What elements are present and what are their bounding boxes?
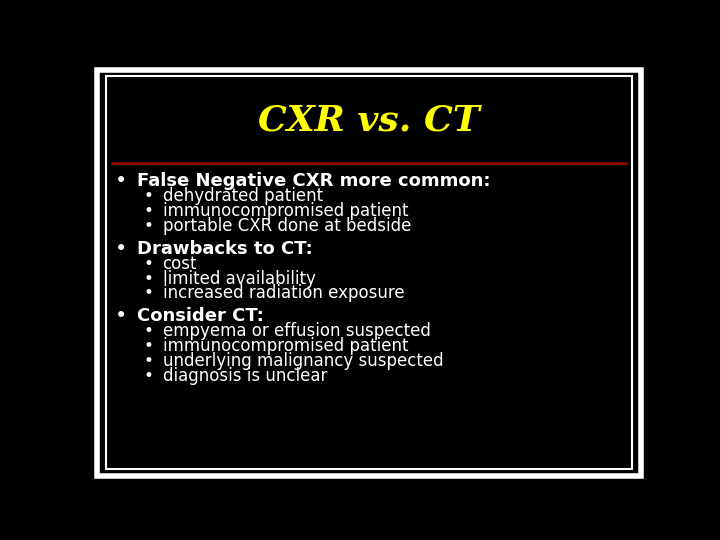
Text: •: • bbox=[144, 352, 153, 370]
Text: •: • bbox=[114, 239, 127, 259]
Text: •: • bbox=[144, 367, 153, 385]
Text: limited availability: limited availability bbox=[163, 269, 315, 287]
Text: Drawbacks to CT:: Drawbacks to CT: bbox=[138, 240, 313, 258]
Text: •: • bbox=[114, 171, 127, 191]
Text: empyema or effusion suspected: empyema or effusion suspected bbox=[163, 322, 431, 340]
Text: •: • bbox=[144, 254, 153, 273]
Text: increased radiation exposure: increased radiation exposure bbox=[163, 285, 404, 302]
Text: dehydrated patient: dehydrated patient bbox=[163, 187, 323, 205]
Text: •: • bbox=[144, 269, 153, 287]
Text: underlying malignancy suspected: underlying malignancy suspected bbox=[163, 352, 444, 370]
Text: immunocompromised patient: immunocompromised patient bbox=[163, 337, 408, 355]
Text: immunocompromised patient: immunocompromised patient bbox=[163, 202, 408, 220]
Text: •: • bbox=[144, 322, 153, 340]
Text: •: • bbox=[144, 187, 153, 205]
Text: •: • bbox=[144, 285, 153, 302]
Text: CXR vs. CT: CXR vs. CT bbox=[258, 104, 480, 138]
Text: diagnosis is unclear: diagnosis is unclear bbox=[163, 367, 327, 385]
Text: •: • bbox=[144, 217, 153, 235]
Text: False Negative CXR more common:: False Negative CXR more common: bbox=[138, 172, 491, 190]
Text: Consider CT:: Consider CT: bbox=[138, 307, 264, 325]
Text: •: • bbox=[114, 306, 127, 326]
Text: cost: cost bbox=[163, 254, 197, 273]
Text: portable CXR done at bedside: portable CXR done at bedside bbox=[163, 217, 411, 235]
Text: •: • bbox=[144, 202, 153, 220]
Text: •: • bbox=[144, 337, 153, 355]
